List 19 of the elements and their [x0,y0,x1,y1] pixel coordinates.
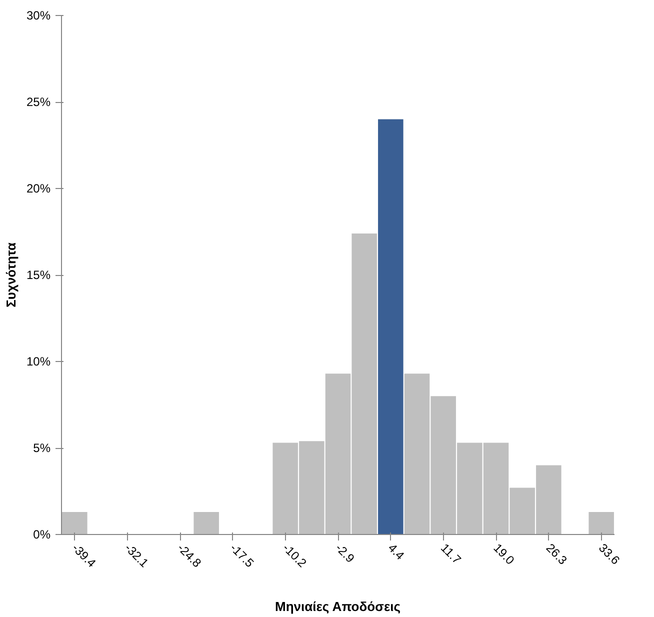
y-tick-label: 10% [26,354,51,368]
y-tick-label: 25% [26,95,51,109]
bar [588,512,614,534]
y-axis-title: Συχνότητα [3,242,18,308]
x-tick-label: 4.4 [385,540,408,563]
y-tick-label: 0% [33,528,51,542]
x-axis-title: Μηνιαίες Αποδόσεις [275,599,401,614]
bar [378,119,404,534]
x-tick-label: -2.9 [332,540,358,566]
x-tick-label: 33.6 [596,540,623,568]
y-tick-label: 20% [26,182,51,196]
x-tick-label: 19.0 [490,540,518,568]
y-tick-label: 5% [33,441,51,455]
x-tick-label: 11.7 [438,540,464,567]
bar [62,512,88,534]
bar [194,512,219,534]
y-tick-label: 30% [26,8,51,22]
y-tick-label: 15% [26,268,51,282]
x-tick-label: 26.3 [543,540,570,568]
